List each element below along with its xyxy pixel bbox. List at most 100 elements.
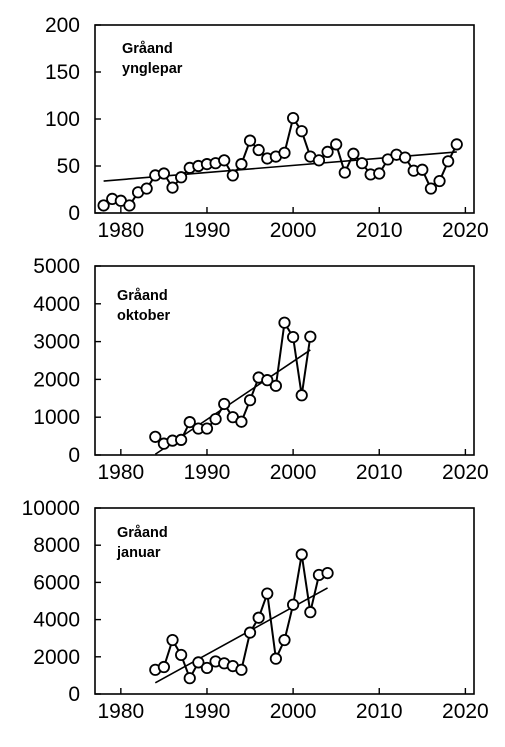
data-point xyxy=(166,181,179,194)
data-point xyxy=(183,416,196,429)
y-tick-label: 0 xyxy=(68,683,80,706)
y-tick-label: 2000 xyxy=(33,368,80,391)
plot-frame xyxy=(94,507,475,695)
data-point xyxy=(175,648,188,662)
series-line xyxy=(154,319,312,445)
data-point xyxy=(175,171,188,184)
data-point xyxy=(123,199,136,212)
data-point xyxy=(235,158,248,171)
x-tick-label: 1980 xyxy=(97,219,144,242)
x-tick-label: 2010 xyxy=(356,700,403,723)
data-point xyxy=(278,633,291,647)
x-tick-label: 2020 xyxy=(442,461,489,484)
data-point xyxy=(218,397,231,411)
x-tick-label: 1990 xyxy=(184,219,231,242)
data-point xyxy=(166,633,179,647)
chart-panel-ynglepar: 0 50 100 150 200 1980 1990 2000 2010 2020 Gråand yn… xyxy=(45,14,489,242)
data-point xyxy=(295,125,308,138)
y-tick-label: 10000 xyxy=(22,497,80,520)
data-point xyxy=(321,566,334,580)
data-point xyxy=(355,157,369,170)
panel-title-line: oktober xyxy=(117,308,171,324)
data-point xyxy=(278,146,291,159)
data-point xyxy=(209,412,222,426)
y-tick-label: 200 xyxy=(45,14,80,37)
data-point xyxy=(338,166,351,179)
y-tick-label: 1000 xyxy=(33,406,80,429)
data-point xyxy=(321,145,334,158)
y-tick-label: 4000 xyxy=(33,293,80,316)
y-tick-label: 3000 xyxy=(33,331,80,354)
chart-panel-januar: 0 2000 4000 6000 8000 10000 1980 1990 2000 2010 20… xyxy=(22,497,489,723)
data-point xyxy=(433,174,446,188)
data-point xyxy=(269,652,282,665)
data-point xyxy=(218,154,231,167)
data-point xyxy=(235,663,248,676)
data-point xyxy=(183,672,196,685)
x-tick-label: 2000 xyxy=(270,461,317,484)
data-point xyxy=(330,138,343,151)
x-tick-label: 2020 xyxy=(442,219,489,242)
x-tick-label: 1990 xyxy=(184,461,231,484)
y-tick-label: 150 xyxy=(45,61,80,84)
panel-title-line: Gråand xyxy=(117,288,168,304)
data-point xyxy=(243,134,257,147)
data-point xyxy=(347,147,360,160)
data-point xyxy=(398,151,412,164)
panel-title-line: Gråand xyxy=(117,525,168,541)
data-point xyxy=(424,182,438,195)
data-point xyxy=(287,598,300,611)
y-tick-label: 2000 xyxy=(33,646,80,669)
x-tick-label: 1990 xyxy=(184,700,231,723)
data-point xyxy=(157,660,171,674)
data-point xyxy=(200,422,214,435)
data-point xyxy=(278,316,291,329)
data-point xyxy=(261,374,274,387)
panel-title-line: Gråand xyxy=(122,41,173,57)
x-tick-label: 1980 xyxy=(97,700,144,723)
data-point xyxy=(373,167,386,180)
panel-title-line: ynglepar xyxy=(122,61,183,77)
data-point xyxy=(252,611,265,624)
data-point xyxy=(140,182,153,195)
x-tick-label: 2010 xyxy=(356,219,403,242)
data-point xyxy=(243,394,257,407)
data-point xyxy=(175,433,188,446)
data-point xyxy=(226,169,239,182)
data-point xyxy=(287,111,300,125)
data-point xyxy=(312,154,326,167)
y-tick-label: 0 xyxy=(68,444,80,467)
y-tick-label: 4000 xyxy=(33,609,80,632)
y-tick-label: 5000 xyxy=(33,255,80,278)
data-point xyxy=(269,379,282,392)
data-point xyxy=(295,389,308,402)
data-point xyxy=(261,587,274,600)
x-tick-label: 2010 xyxy=(356,461,403,484)
x-tick-label: 1980 xyxy=(97,461,144,484)
chart-panel-oktober: 0 1000 2000 3000 4000 5000 1980 1990 2000 2010 202… xyxy=(33,255,488,484)
y-tick-label: 50 xyxy=(57,155,80,178)
data-point xyxy=(192,656,205,669)
x-tick-label: 2000 xyxy=(270,219,317,242)
data-point xyxy=(287,330,300,344)
data-point xyxy=(149,430,162,443)
data-point xyxy=(243,626,257,639)
data-point xyxy=(157,167,171,180)
y-tick-label: 100 xyxy=(45,108,80,131)
data-point xyxy=(295,548,308,561)
data-point xyxy=(304,330,317,343)
x-tick-label: 2000 xyxy=(270,700,317,723)
data-point xyxy=(252,143,265,157)
plot-frame xyxy=(94,265,475,456)
y-tick-label: 0 xyxy=(68,202,80,225)
y-tick-label: 6000 xyxy=(33,571,80,594)
x-tick-label: 2020 xyxy=(442,700,489,723)
data-point xyxy=(200,661,214,675)
data-point xyxy=(304,606,317,619)
data-point xyxy=(97,199,110,212)
data-point xyxy=(416,163,429,176)
panel-title-line: januar xyxy=(116,545,161,561)
data-point xyxy=(450,138,463,151)
data-point xyxy=(442,155,455,168)
